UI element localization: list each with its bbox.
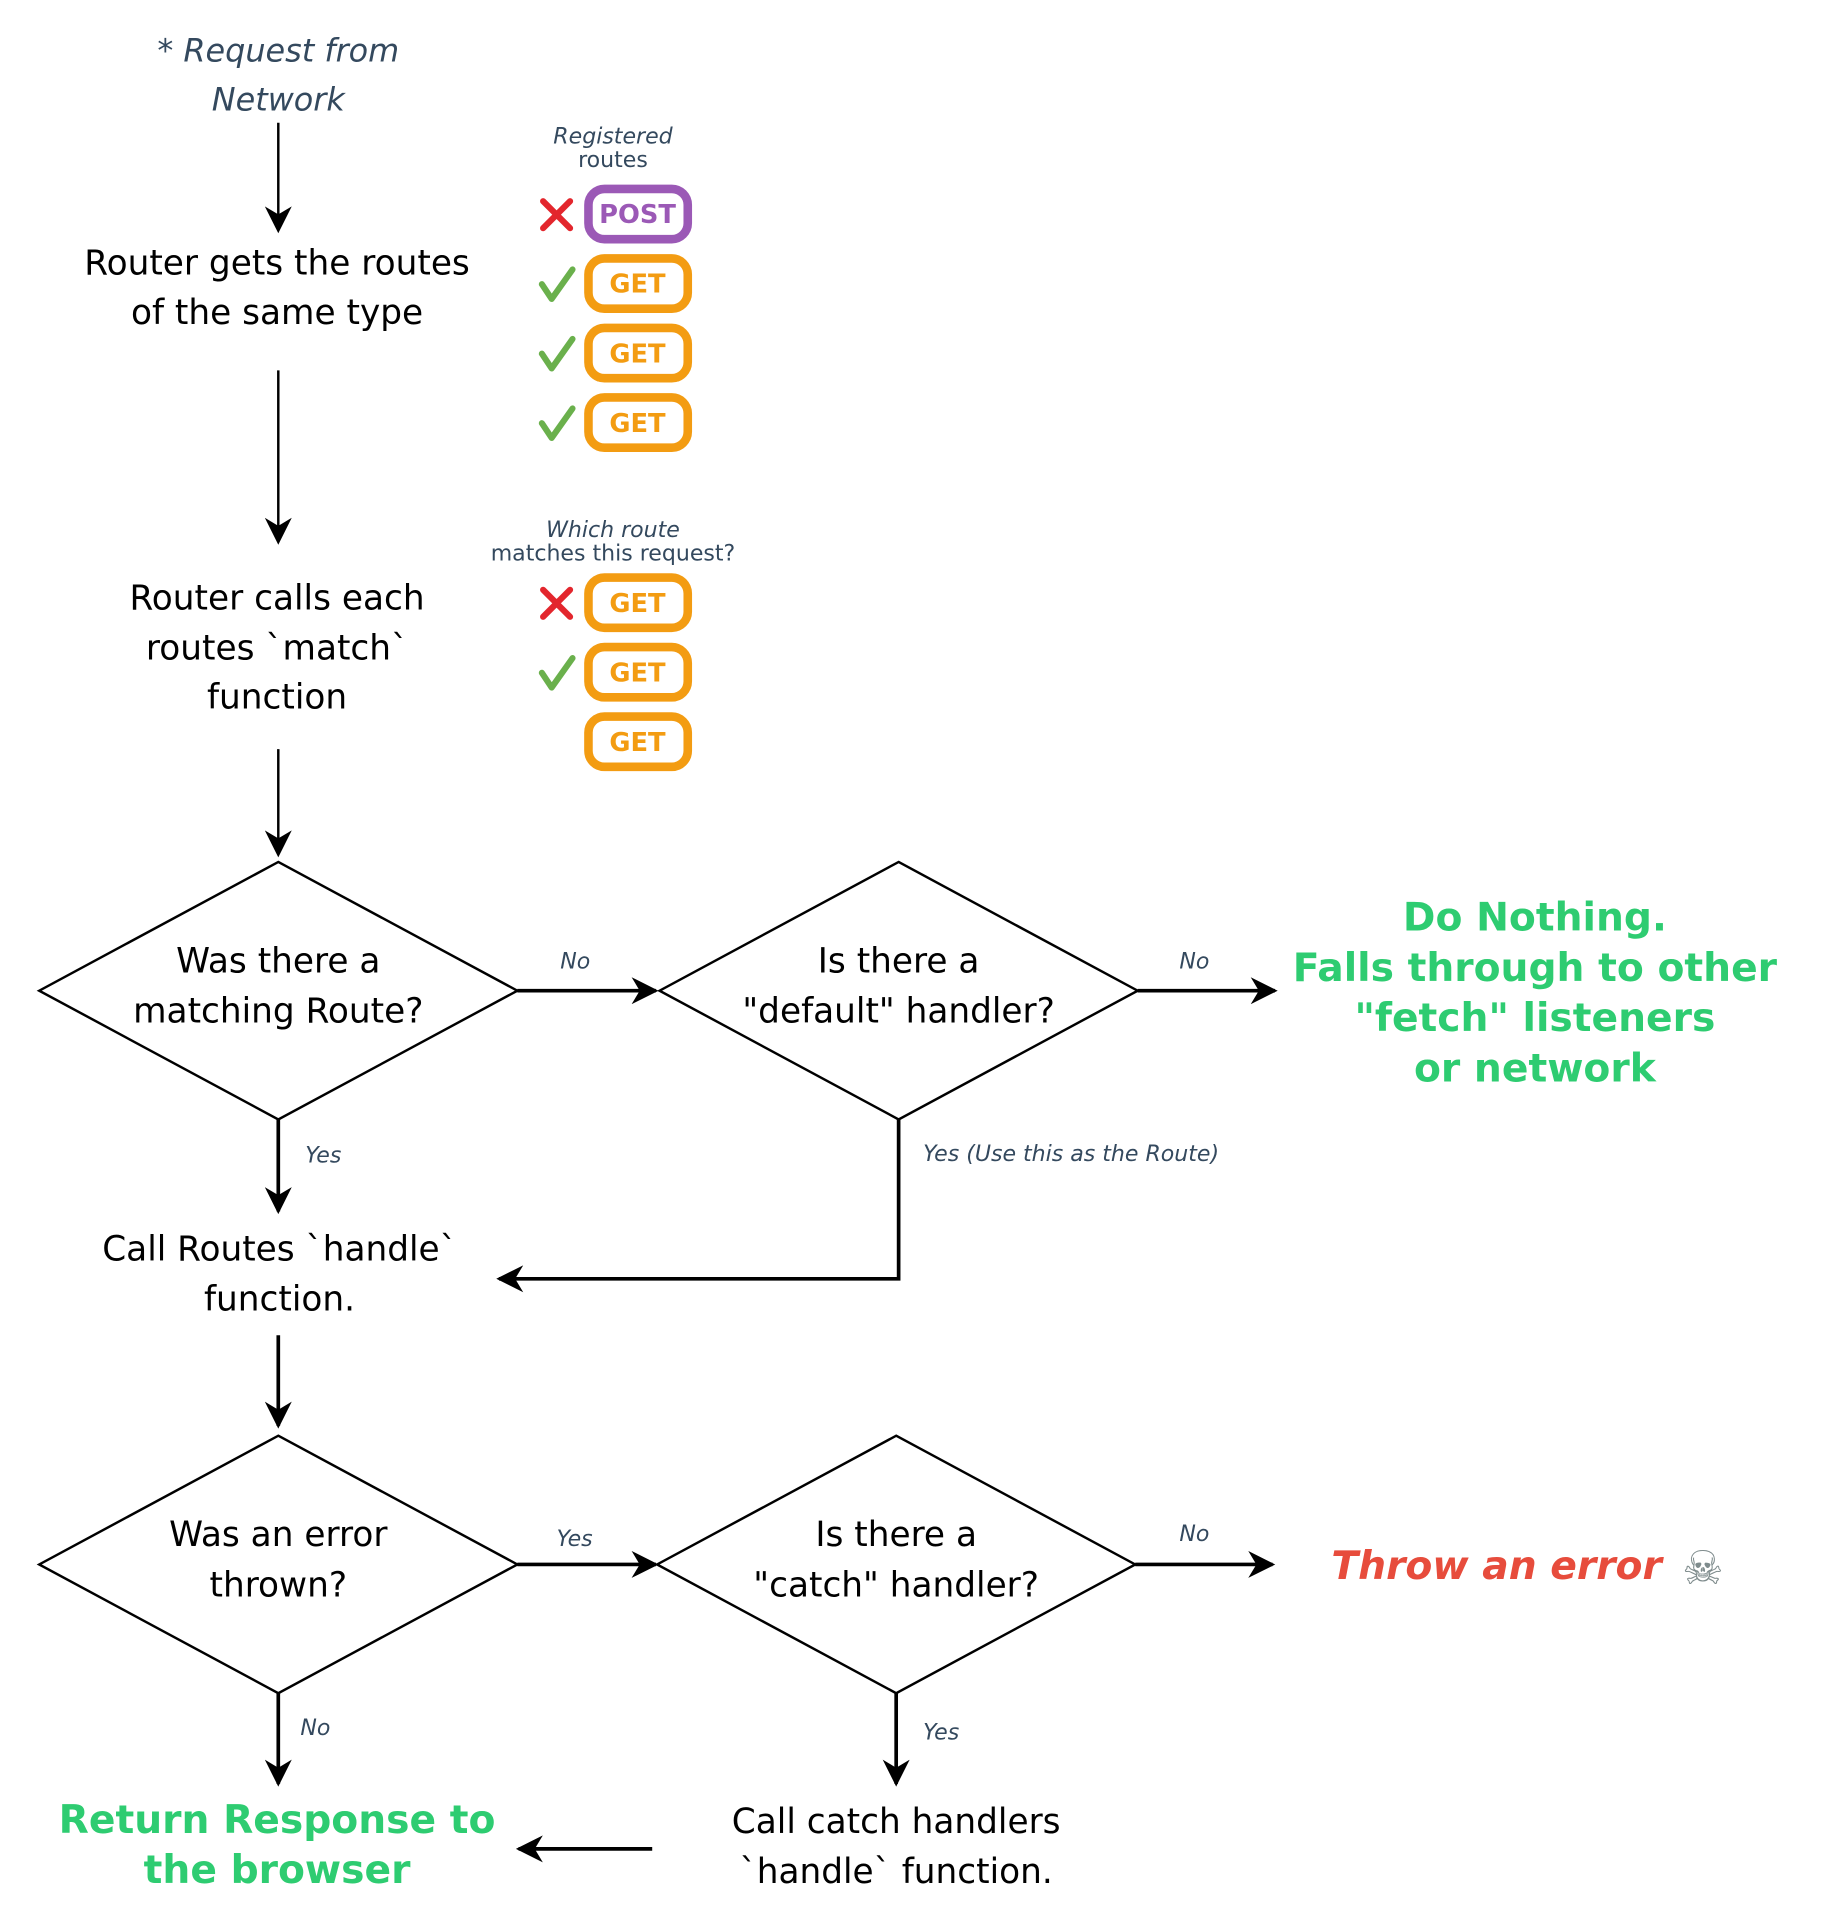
route-badge: GET xyxy=(538,393,693,453)
route-badge: POST xyxy=(540,184,693,244)
registered-title-line2: routes xyxy=(578,148,648,173)
handle-line1: Call Routes `handle` xyxy=(102,1229,457,1269)
start-label-line2: Network xyxy=(212,80,347,118)
route-badge-box xyxy=(584,573,693,633)
decision-match-diamond xyxy=(36,860,520,1121)
matching-routes-list: GET GET GET xyxy=(538,573,693,772)
return-response-line2: the browser xyxy=(144,1848,411,1893)
route-badge: GET xyxy=(540,573,693,633)
catch-handle-line2: `handle` function. xyxy=(740,1852,1053,1892)
route-badge: GET xyxy=(538,254,693,313)
decision-catch-line2: "catch" handler? xyxy=(753,1565,1039,1605)
start-label-line1: * Request from xyxy=(157,31,399,69)
check-icon xyxy=(538,405,576,441)
decision-default-line1: Is there a xyxy=(818,941,980,981)
handle-line2: function. xyxy=(204,1280,355,1320)
check-icon xyxy=(538,655,576,691)
decision-match-line1: Was there a xyxy=(176,941,380,981)
route-badge: GET xyxy=(584,712,693,772)
get-routes-line2: of the same type xyxy=(131,293,423,333)
cross-icon xyxy=(540,198,574,232)
skull-icon: ☠ xyxy=(1682,1541,1724,1595)
match-line2: routes `match` xyxy=(146,629,408,669)
route-method-label: GET xyxy=(609,589,666,619)
match-line1: Router calls each xyxy=(130,578,425,618)
error-no-label: No xyxy=(300,1716,330,1741)
check-icon xyxy=(538,266,576,302)
route-badge-box xyxy=(584,642,693,702)
route-method-label: GET xyxy=(609,270,666,300)
do-nothing-line2: Falls through to other xyxy=(1293,946,1778,991)
route-method-label: GET xyxy=(609,728,666,758)
match-line3: function xyxy=(207,678,347,718)
decision-match-line2: matching Route? xyxy=(133,992,423,1032)
route-badge-box xyxy=(584,323,693,383)
route-badge: GET xyxy=(538,642,693,702)
arrow-default-yes xyxy=(496,1119,901,1293)
default-yes-label: Yes (Use this as the Route) xyxy=(923,1142,1219,1167)
route-badge-box xyxy=(584,712,693,772)
matching-title-line2: matches this request? xyxy=(491,541,736,566)
route-badge-box xyxy=(584,393,693,453)
route-badge: GET xyxy=(538,323,693,383)
match-no-label: No xyxy=(560,950,590,975)
matching-title-line1: Which route xyxy=(546,518,680,543)
route-method-label: GET xyxy=(609,658,666,688)
check-icon xyxy=(538,335,576,372)
decision-default-diamond xyxy=(656,860,1141,1121)
decision-default-line2: "default" handler? xyxy=(742,992,1054,1032)
do-nothing-line3: "fetch" listeners xyxy=(1354,996,1715,1041)
registered-routes-list: POST GET GET GET xyxy=(538,184,693,453)
catch-no-label: No xyxy=(1179,1522,1209,1547)
throw-error-text: Throw an error xyxy=(1331,1544,1664,1589)
decision-catch-line1: Is there a xyxy=(815,1515,977,1555)
route-badge-box xyxy=(584,184,693,244)
error-yes-label: Yes xyxy=(557,1527,594,1552)
decision-error-line2: thrown? xyxy=(210,1565,348,1605)
route-method-label: GET xyxy=(609,409,666,439)
default-no-label: No xyxy=(1179,950,1209,975)
cross-icon xyxy=(540,586,574,620)
decision-error-line1: Was an error xyxy=(169,1515,388,1555)
catch-yes-label: Yes xyxy=(923,1721,960,1746)
route-badge-box xyxy=(584,254,693,313)
do-nothing-line4: or network xyxy=(1414,1046,1657,1091)
catch-handle-line1: Call catch handlers xyxy=(732,1802,1061,1842)
match-yes-label: Yes xyxy=(305,1143,342,1168)
registered-title-line1: Registered xyxy=(553,125,673,150)
route-method-label: GET xyxy=(609,339,666,369)
do-nothing-line1: Do Nothing. xyxy=(1403,896,1667,941)
get-routes-line1: Router gets the routes xyxy=(84,244,469,284)
route-method-label: POST xyxy=(599,200,676,230)
return-response-line1: Return Response to xyxy=(59,1798,496,1843)
